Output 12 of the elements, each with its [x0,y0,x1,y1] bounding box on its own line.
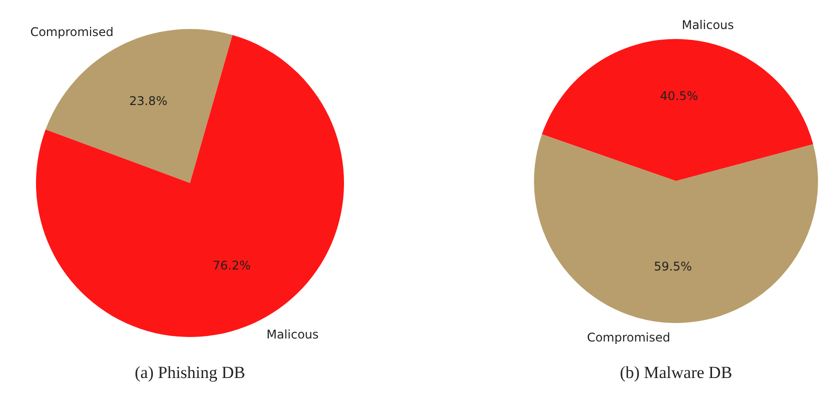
pie-slice [534,134,818,323]
slice-label: Malicous [682,18,734,32]
slice-label: Compromised [586,330,670,344]
data-label: 76.2% [212,258,251,273]
text: (b) Malware DB [620,363,732,382]
data-label: 40.5% [660,89,698,104]
pie-slice [542,39,814,181]
text: (a) Phishing DB [134,363,246,382]
data-label: 23.8% [129,94,168,108]
slice-label: Compromised [30,25,114,40]
slice-label: Malicous [266,327,319,342]
data-label: 59.5% [654,259,692,274]
